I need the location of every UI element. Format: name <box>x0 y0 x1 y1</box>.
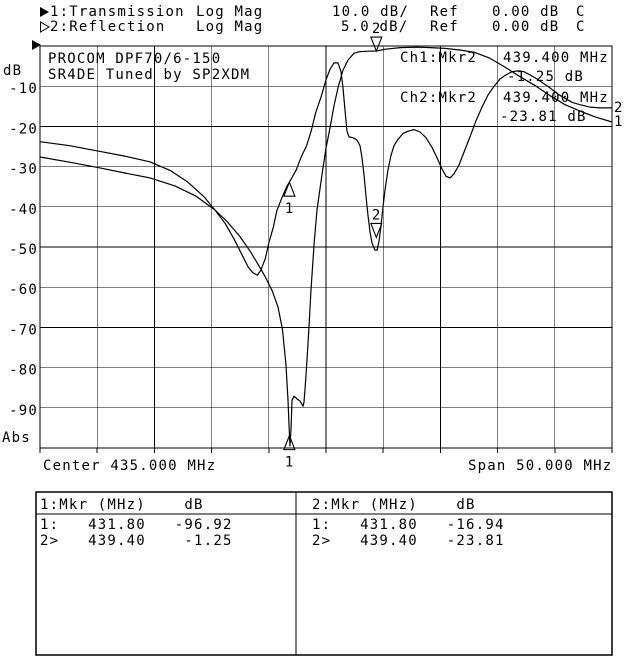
channel2-triangle-icon <box>40 21 50 33</box>
ch1-ref-label: Ref <box>430 4 459 20</box>
marker-1-label: 1 <box>285 201 295 217</box>
graticule <box>39 45 613 453</box>
y-axis-bottom-label: Abs <box>2 430 31 446</box>
ch2-marker-freq: 439.400 MHz <box>503 90 609 106</box>
y-tick-label: -30 <box>9 162 38 178</box>
ch1-marker-value: -1.25 dB <box>507 69 584 85</box>
x-axis-span-label: Span 50.000 MHz <box>468 458 612 474</box>
ch2-format-label: Log Mag <box>196 19 263 35</box>
marker-table-right-header: 2:Mkr (MHz) dB <box>312 497 476 513</box>
marker-1-triangle-icon <box>283 180 296 197</box>
ch1-ref-value: 0.00 dB <box>492 4 559 20</box>
trace-end-label: 2 <box>614 100 624 116</box>
ch1-marker-freq: 439.400 MHz <box>503 50 609 66</box>
ch2-ref-label: Ref <box>430 19 459 35</box>
marker-table-left-row1: 1: 431.80 -96.92 <box>40 517 233 533</box>
ch1-trace-label: 1:Transmission <box>50 4 185 20</box>
annotation-model-line: PROCOM DPF70/6-150 <box>48 51 221 67</box>
y-tick-label: -90 <box>9 403 38 419</box>
y-tick-label: -60 <box>9 282 38 298</box>
y-tick-label: -70 <box>9 322 38 338</box>
ch2-scale-value: 5.0 dB/ <box>341 19 408 35</box>
ch2-marker-readout-label: Ch2:Mkr2 <box>400 90 477 106</box>
ch1-scale-value: 10.0 dB/ <box>332 4 409 20</box>
x-axis-center-label: Center 435.000 MHz <box>43 458 216 474</box>
marker-table-right-row1: 1: 431.80 -16.94 <box>312 517 505 533</box>
ch2-marker-value: -23.81 dB <box>500 109 587 125</box>
y-tick-label: -40 <box>9 202 38 218</box>
marker-table-left-header: 1:Mkr (MHz) dB <box>40 497 204 513</box>
marker-2-label: 2 <box>372 207 382 223</box>
ch2-ref-value: 0.00 dB <box>492 19 559 35</box>
channel1-active-triangle-icon <box>40 7 49 17</box>
trace-markers: 1 2 1 2 <box>283 21 383 471</box>
y-axis-unit-label: dB <box>3 63 22 79</box>
marker-2-triangle-icon <box>370 222 383 239</box>
ch2-cal-flag: C <box>576 19 586 35</box>
traces: 21 <box>39 46 624 447</box>
ch1-format-label: Log Mag <box>196 4 263 20</box>
marker-table-left-row2: 2> 439.40 -1.25 <box>40 533 233 549</box>
graticule-corner-arrow-icon <box>32 40 41 50</box>
y-tick-label: -20 <box>9 121 38 137</box>
marker-1-label: 1 <box>285 455 295 471</box>
y-tick-label: -50 <box>9 242 38 258</box>
ch2-trace-label: 2:Reflection <box>50 19 166 35</box>
trace-transmission <box>39 46 613 447</box>
marker-1-triangle-icon <box>283 434 296 451</box>
marker-2-triangle-icon <box>370 36 383 53</box>
ch1-cal-flag: C <box>576 4 586 20</box>
y-tick-label: -80 <box>9 363 38 379</box>
marker-table-border <box>35 491 613 656</box>
ch1-marker-readout-label: Ch1:Mkr2 <box>400 50 477 66</box>
marker-table-right-row2: 2> 439.40 -23.81 <box>312 533 505 549</box>
trace-reflection <box>39 62 612 276</box>
y-axis-ticks: -10 -20 -30 -40 -50 -60 -70 -80 -90 <box>9 81 38 419</box>
y-tick-label: -10 <box>9 81 38 97</box>
trace-end-label: 1 <box>614 114 624 130</box>
marker-2-label: 2 <box>372 21 382 37</box>
annotation-tuned-line: SR4DE Tuned by SP2XDM <box>48 67 250 83</box>
